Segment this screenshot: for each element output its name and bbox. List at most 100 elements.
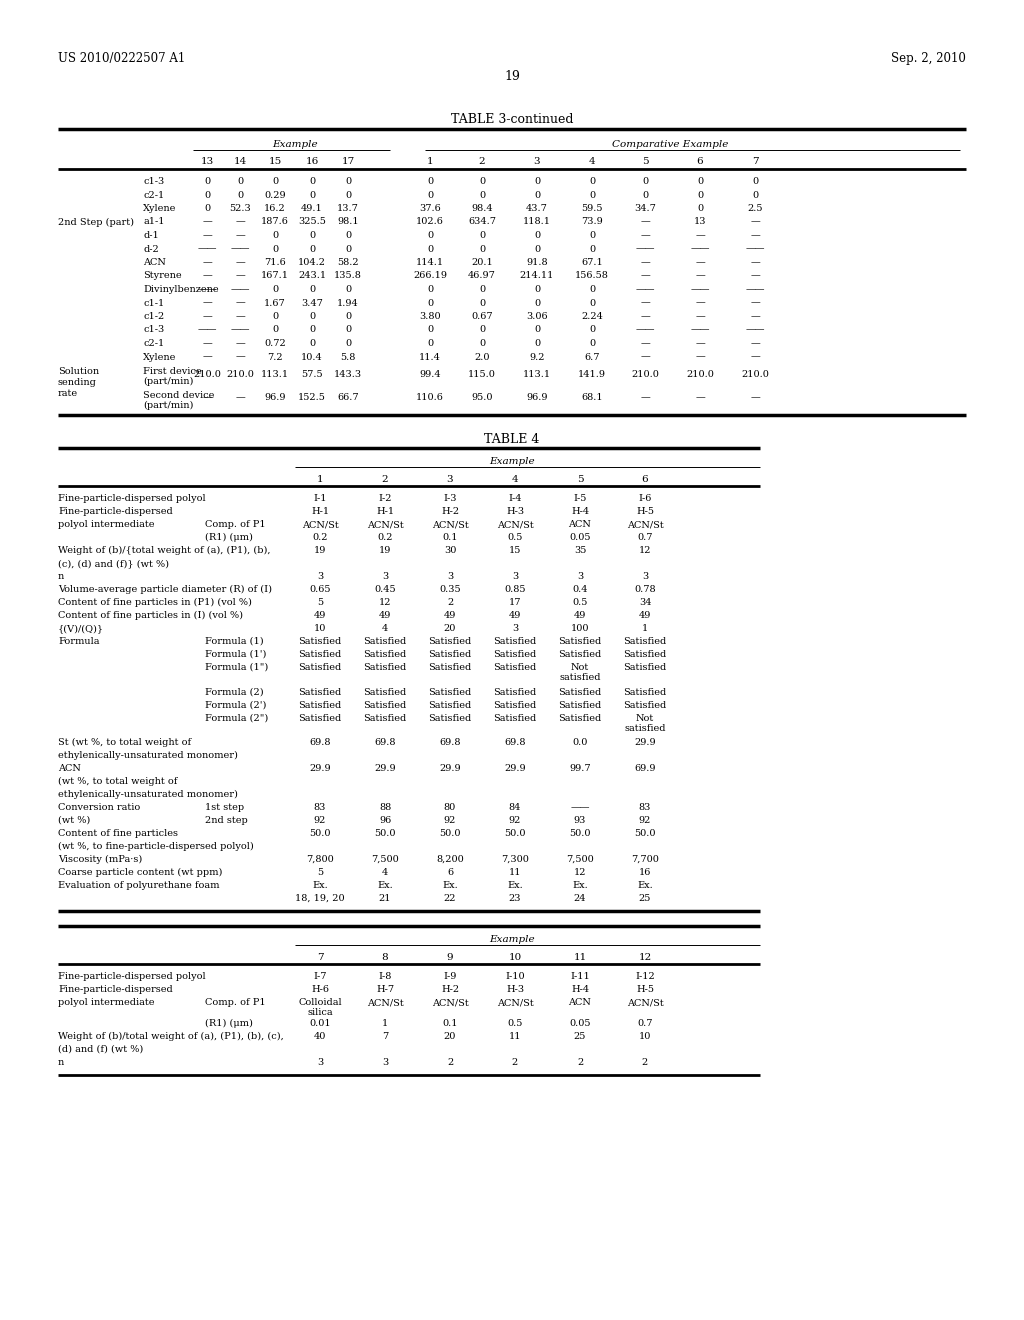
Text: 0: 0 <box>309 312 315 321</box>
Text: I-11: I-11 <box>570 972 590 981</box>
Text: 49: 49 <box>573 611 586 620</box>
Text: 0.1: 0.1 <box>442 1019 458 1028</box>
Text: 3: 3 <box>642 572 648 581</box>
Text: 0: 0 <box>204 177 210 186</box>
Text: ——: —— <box>635 285 654 294</box>
Text: 0: 0 <box>204 205 210 213</box>
Text: (wt %): (wt %) <box>58 816 90 825</box>
Text: Not: Not <box>636 714 654 723</box>
Text: —: — <box>640 312 650 321</box>
Text: 0: 0 <box>479 326 485 334</box>
Text: —: — <box>202 352 212 362</box>
Text: 0.01: 0.01 <box>309 1019 331 1028</box>
Text: 266.19: 266.19 <box>413 272 447 281</box>
Text: Satisfied: Satisfied <box>298 714 342 723</box>
Text: H-2: H-2 <box>441 507 459 516</box>
Text: I-4: I-4 <box>508 494 522 503</box>
Text: Xylene: Xylene <box>143 205 176 213</box>
Text: 3: 3 <box>316 1059 324 1067</box>
Text: 156.58: 156.58 <box>575 272 609 281</box>
Text: 29.9: 29.9 <box>309 764 331 774</box>
Text: 187.6: 187.6 <box>261 218 289 227</box>
Text: 2nd step: 2nd step <box>205 816 248 825</box>
Text: rate: rate <box>58 389 78 399</box>
Text: (R1) (μm): (R1) (μm) <box>205 1019 253 1028</box>
Text: 10: 10 <box>639 1032 651 1041</box>
Text: 71.6: 71.6 <box>264 257 286 267</box>
Text: Satisfied: Satisfied <box>364 649 407 659</box>
Text: 2.24: 2.24 <box>581 312 603 321</box>
Text: —: — <box>202 339 212 348</box>
Text: 20: 20 <box>443 624 456 634</box>
Text: polyol intermediate: polyol intermediate <box>58 520 155 529</box>
Text: —: — <box>751 231 760 240</box>
Text: Coarse particle content (wt ppm): Coarse particle content (wt ppm) <box>58 869 222 876</box>
Text: 0: 0 <box>479 244 485 253</box>
Text: ACN/St: ACN/St <box>367 998 403 1007</box>
Text: TABLE 3-continued: TABLE 3-continued <box>451 114 573 125</box>
Text: Styrene: Styrene <box>143 272 181 281</box>
Text: 13: 13 <box>201 157 214 166</box>
Text: 0.7: 0.7 <box>637 1019 652 1028</box>
Text: 0: 0 <box>427 231 433 240</box>
Text: 10: 10 <box>313 624 327 634</box>
Text: 0: 0 <box>272 285 279 294</box>
Text: 2nd Step (part): 2nd Step (part) <box>58 218 134 227</box>
Text: Formula: Formula <box>58 638 99 645</box>
Text: 49: 49 <box>443 611 456 620</box>
Text: Satisfied: Satisfied <box>298 663 342 672</box>
Text: 0: 0 <box>427 244 433 253</box>
Text: ACN/St: ACN/St <box>497 520 534 529</box>
Text: Satisfied: Satisfied <box>364 663 407 672</box>
Text: 0: 0 <box>272 312 279 321</box>
Text: 0: 0 <box>427 298 433 308</box>
Text: 4: 4 <box>382 869 388 876</box>
Text: 37.6: 37.6 <box>419 205 441 213</box>
Text: ——: —— <box>745 326 765 334</box>
Text: 5: 5 <box>577 475 584 484</box>
Text: ——: —— <box>230 326 250 334</box>
Text: 0: 0 <box>345 339 351 348</box>
Text: 69.8: 69.8 <box>309 738 331 747</box>
Text: 6: 6 <box>642 475 648 484</box>
Text: 5: 5 <box>317 598 323 607</box>
Text: 0.2: 0.2 <box>377 533 393 543</box>
Text: 114.1: 114.1 <box>416 257 444 267</box>
Text: 0: 0 <box>237 177 243 186</box>
Text: 46.97: 46.97 <box>468 272 496 281</box>
Text: —: — <box>236 393 245 403</box>
Text: (wt %, to total weight of: (wt %, to total weight of <box>58 777 177 787</box>
Text: Weight of (b)/{total weight of (a), (P1), (b),: Weight of (b)/{total weight of (a), (P1)… <box>58 546 270 556</box>
Text: 0: 0 <box>534 177 540 186</box>
Text: 0.1: 0.1 <box>442 533 458 543</box>
Text: 0.05: 0.05 <box>569 533 591 543</box>
Text: I-9: I-9 <box>443 972 457 981</box>
Text: 0: 0 <box>479 177 485 186</box>
Text: 40: 40 <box>313 1032 327 1041</box>
Text: 1.67: 1.67 <box>264 298 286 308</box>
Text: 0.67: 0.67 <box>471 312 493 321</box>
Text: 11: 11 <box>509 1032 521 1041</box>
Text: polyol intermediate: polyol intermediate <box>58 998 155 1007</box>
Text: First device: First device <box>143 367 202 376</box>
Text: Colloidal: Colloidal <box>298 998 342 1007</box>
Text: 19: 19 <box>313 546 327 554</box>
Text: 0: 0 <box>479 298 485 308</box>
Text: Satisfied: Satisfied <box>624 688 667 697</box>
Text: 67.1: 67.1 <box>582 257 603 267</box>
Text: 12: 12 <box>379 598 391 607</box>
Text: Satisfied: Satisfied <box>298 701 342 710</box>
Text: ——: —— <box>230 244 250 253</box>
Text: 0.2: 0.2 <box>312 533 328 543</box>
Text: 243.1: 243.1 <box>298 272 326 281</box>
Text: 0: 0 <box>589 177 595 186</box>
Text: 4: 4 <box>512 475 518 484</box>
Text: St (wt %, to total weight of: St (wt %, to total weight of <box>58 738 191 747</box>
Text: 7,700: 7,700 <box>631 855 658 865</box>
Text: I-1: I-1 <box>313 494 327 503</box>
Text: 50.0: 50.0 <box>569 829 591 838</box>
Text: 43.7: 43.7 <box>526 205 548 213</box>
Text: 7: 7 <box>752 157 759 166</box>
Text: ——: —— <box>635 244 654 253</box>
Text: H-4: H-4 <box>571 507 589 516</box>
